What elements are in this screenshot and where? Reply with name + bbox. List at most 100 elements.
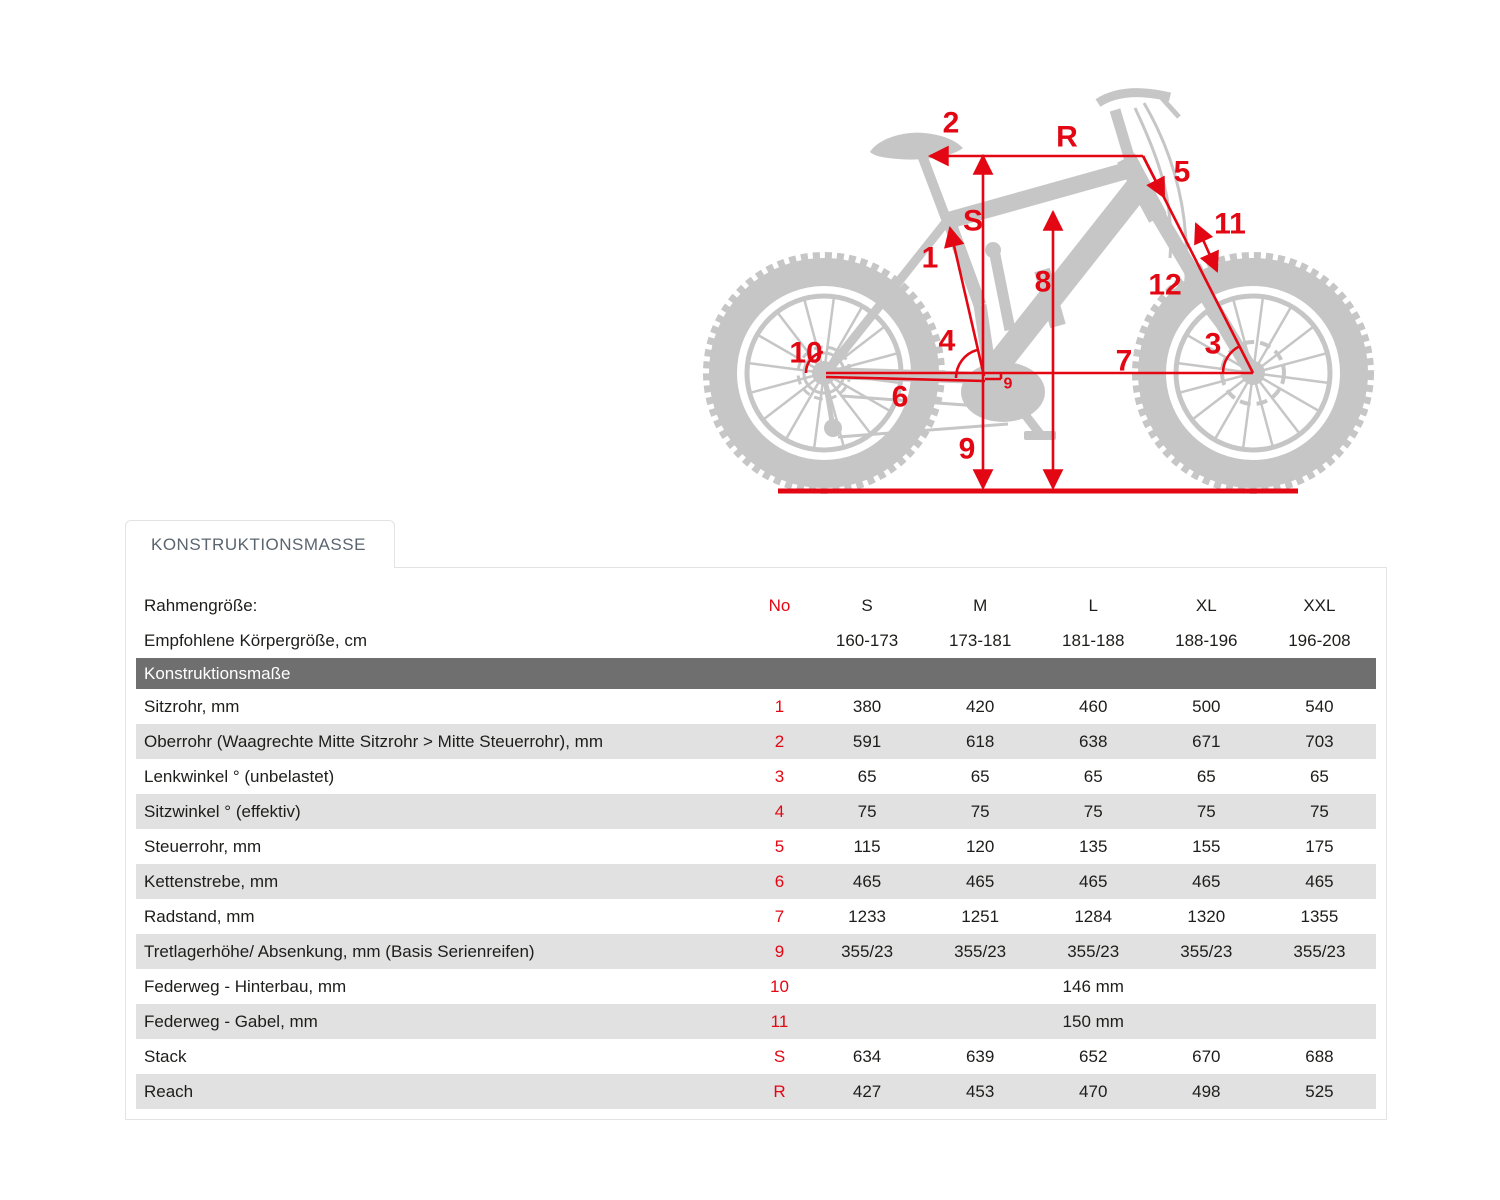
label-chainstay: 6 — [892, 381, 909, 414]
row-label: Steuerrohr, mm — [144, 836, 262, 856]
row-value: 65 — [970, 766, 990, 786]
label-seat-tube: 1 — [922, 242, 939, 275]
row-value: 427 — [810, 1074, 924, 1109]
row-value: 703 — [1262, 724, 1376, 759]
size-header-row: Rahmengröße: No S M L XL XXL — [136, 588, 1376, 623]
row-value: 498 — [1149, 1074, 1263, 1109]
row-no: 1 — [774, 696, 785, 716]
size-header: L — [1088, 595, 1098, 615]
seat-angle-arc — [954, 348, 978, 379]
label-wheelbase: 7 — [1116, 345, 1133, 378]
chainstay-line — [825, 375, 986, 383]
label-standover: 8 — [1035, 266, 1052, 299]
row-value: 355/23 — [923, 934, 1037, 969]
label-head-angle: 3 — [1205, 328, 1222, 361]
row-value: 175 — [1305, 836, 1334, 856]
row-span-value: 150 mm — [810, 1004, 1376, 1039]
row-value: 591 — [810, 724, 924, 759]
body-height-label: Empfohlene Körpergröße, cm — [144, 630, 367, 650]
row-value: 355/23 — [1036, 934, 1150, 969]
size-header: S — [861, 595, 873, 615]
row-label: Sitzwinkel ° (effektiv) — [136, 794, 749, 829]
row-no: 2 — [748, 724, 811, 759]
label-stack: S — [963, 205, 983, 238]
size-header: XL — [1195, 595, 1217, 615]
row-no: 9 — [748, 934, 811, 969]
seat-tube-line — [944, 225, 986, 377]
row-label: Sitzrohr, mm — [144, 696, 240, 716]
label-bb-drop: 9 — [1004, 376, 1013, 393]
row-value: 355/23 — [1149, 934, 1263, 969]
geometry-row: Radstand, mm 7 1233 1251 1284 1320 1355 — [136, 899, 1376, 934]
geometry-row: Sitzrohr, mm 1 380 420 460 500 540 — [136, 689, 1376, 724]
bike-geometry-diagram: 2 R 5 S 11 1 8 12 4 3 10 7 9 6 9 — [703, 88, 1374, 494]
geometry-row: Stack S 634 639 652 670 688 — [136, 1039, 1376, 1074]
geometry-row: Reach R 427 453 470 498 525 — [136, 1074, 1376, 1109]
head-angle-arc — [1221, 344, 1241, 374]
geometry-row: Oberrohr (Waagrechte Mitte Sitzrohr > Mi… — [136, 724, 1376, 759]
row-value: 1233 — [848, 906, 886, 926]
label-rear-travel: 10 — [789, 337, 822, 370]
tab-konstruktionsmasse[interactable]: KONSTRUKTIONSMASSE — [125, 520, 395, 568]
row-value: 115 — [853, 836, 881, 856]
row-label: Oberrohr (Waagrechte Mitte Sitzrohr > Mi… — [136, 724, 749, 759]
body-height-value: 173-181 — [948, 630, 1012, 650]
row-label: Reach — [136, 1074, 749, 1109]
row-value: 639 — [965, 1046, 995, 1066]
body-height-value: 188-196 — [1175, 630, 1238, 650]
row-value: 120 — [965, 836, 995, 856]
geometry-row: Tretlagerhöhe/ Absenkung, mm (Basis Seri… — [136, 934, 1376, 969]
row-value: 65 — [1196, 766, 1216, 786]
row-value: 465 — [1036, 864, 1150, 899]
row-value: 1284 — [1074, 906, 1113, 926]
row-value: 465 — [810, 864, 924, 899]
no-column-header: No — [768, 595, 791, 615]
row-no: 6 — [748, 864, 811, 899]
geometry-section: KONSTRUKTIONSMASSE Rahmengröße: No S M L… — [125, 520, 1387, 1120]
label-fork-offset: 12 — [1148, 269, 1181, 302]
row-value: 75 — [1036, 794, 1150, 829]
bb-drop-mark — [985, 373, 1003, 381]
row-value: 670 — [1192, 1046, 1221, 1066]
fork-travel-line — [1194, 222, 1219, 273]
geometry-panel: Rahmengröße: No S M L XL XXL Empfohlene … — [125, 567, 1387, 1120]
row-value: 75 — [810, 794, 924, 829]
size-header: XXL — [1303, 595, 1336, 615]
row-span-value: 146 mm — [1062, 976, 1124, 996]
rear-travel-arc — [804, 350, 824, 374]
label-head-tube: 5 — [1174, 156, 1191, 189]
row-value: 465 — [923, 864, 1037, 899]
geometry-row: Sitzwinkel ° (effektiv) 4 75 75 75 75 75 — [136, 794, 1376, 829]
row-no: 5 — [774, 836, 785, 856]
body-height-value: 181-188 — [1062, 630, 1125, 650]
row-value: 380 — [852, 696, 882, 716]
row-value: 355/23 — [1262, 934, 1376, 969]
row-value: 470 — [1036, 1074, 1150, 1109]
section-header: Konstruktionsmaße — [136, 658, 1376, 689]
row-no: R — [748, 1074, 811, 1109]
row-value: 465 — [1149, 864, 1263, 899]
geometry-labels: 2 R 5 S 11 1 8 12 4 3 10 7 9 6 9 — [789, 107, 1246, 466]
row-value: 638 — [1036, 724, 1150, 759]
row-value: 1251 — [961, 906, 1000, 926]
row-value: 652 — [1079, 1046, 1108, 1066]
label-top-tube: 2 — [943, 107, 960, 140]
geometry-row: Federweg - Gabel, mm 11 150 mm — [136, 1004, 1376, 1039]
geometry-row: Federweg - Hinterbau, mm 10 146 mm — [136, 969, 1376, 1004]
label-bb-height: 9 — [959, 433, 976, 466]
label-seat-angle: 4 — [939, 325, 956, 358]
geometry-lines — [778, 145, 1298, 494]
label-reach: R — [1056, 121, 1078, 154]
row-no: 3 — [774, 766, 785, 786]
geometry-table-body: Sitzrohr, mm 1 380 420 460 500 540 Oberrohr (Wa… — [136, 689, 1376, 1109]
row-label: Tretlagerhöhe/ Absenkung, mm (Basis Seri… — [136, 934, 749, 969]
row-value: 1355 — [1300, 906, 1339, 926]
geometry-table: Rahmengröße: No S M L XL XXL Empfohlene … — [136, 588, 1376, 1109]
row-value: 634 — [852, 1046, 882, 1066]
row-value: 420 — [965, 696, 995, 716]
row-value: 500 — [1192, 696, 1221, 716]
row-label: Lenkwinkel ° (unbelastet) — [144, 766, 335, 786]
row-label: Kettenstrebe, mm — [136, 864, 749, 899]
label-fork-travel: 11 — [1214, 208, 1246, 241]
